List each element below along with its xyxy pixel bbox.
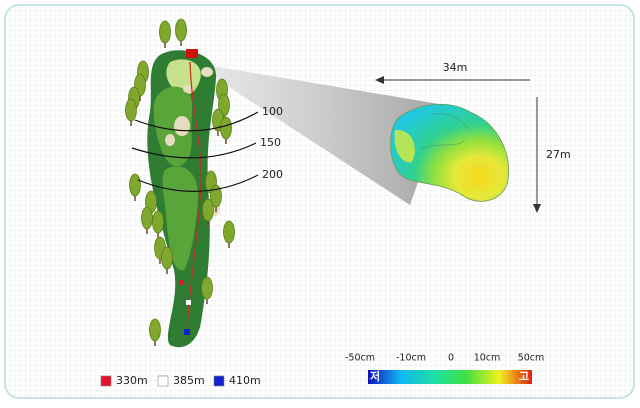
legend-label: 385m (173, 374, 205, 387)
legend-swatch (100, 375, 112, 387)
legend-label: 410m (229, 374, 261, 387)
trees (125, 18, 235, 346)
tick-label: -10cm (396, 353, 426, 364)
tree (141, 206, 153, 230)
tree (149, 318, 161, 342)
legend-swatch (157, 375, 169, 387)
tree (125, 98, 137, 122)
elevation-bar (368, 370, 532, 384)
tree (220, 116, 232, 140)
green-contour (390, 103, 509, 202)
hole (147, 49, 220, 348)
legend-swatch (213, 375, 225, 387)
legend-label: 330m (116, 374, 148, 387)
low-label: 저 (370, 369, 380, 383)
tick-label: 10cm (474, 353, 501, 364)
tree (201, 276, 213, 300)
distance-label: 100 (262, 105, 283, 118)
tree (129, 173, 141, 197)
distance-label: 150 (260, 136, 281, 149)
tick-label: 0 (448, 353, 454, 364)
tree (202, 198, 214, 222)
distance-arcs (131, 111, 259, 192)
depth-label: 27m (546, 148, 571, 161)
tick-label: 50cm (518, 353, 545, 364)
tree (152, 210, 164, 234)
tree (175, 18, 187, 42)
high-label: 고 (519, 370, 529, 383)
tree (161, 246, 173, 270)
panel (4, 4, 635, 399)
tee-legend: 330m 385m 410m (100, 374, 261, 387)
projection (212, 66, 445, 205)
elevation-ticks: -50cm -10cm 0 10cm 50cm (345, 353, 544, 364)
tree (223, 220, 235, 244)
tree (210, 184, 222, 208)
tick-label: -50cm (345, 353, 375, 364)
width-label: 34m (443, 61, 468, 74)
distance-label: 200 (262, 168, 283, 181)
tree (159, 20, 171, 44)
